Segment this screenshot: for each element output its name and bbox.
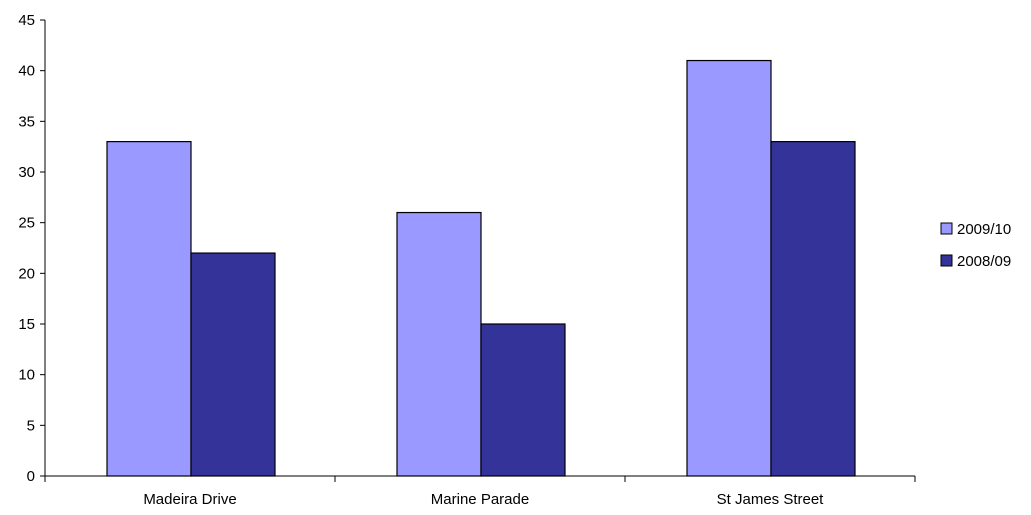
legend: 2009/10 2008/09 (940, 221, 1011, 270)
axes-layer: 0 5 10 15 20 25 30 35 40 45 Madeira Drive Marine Pa… (18, 12, 916, 508)
y-tick-label: 5 (27, 417, 35, 434)
bar-series-2-1 (480, 323, 566, 477)
y-tick-label: 20 (18, 265, 35, 282)
y-tick-label: 35 (18, 113, 35, 130)
bar-series-1-2 (686, 59, 772, 477)
y-tick-label: 25 (18, 215, 35, 232)
legend-swatch-2 (940, 254, 953, 267)
x-tick-label: Marine Parade (431, 491, 529, 508)
bar-series-2-0 (190, 252, 276, 477)
y-tick-label: 30 (18, 164, 35, 181)
bar-series-1-0 (106, 141, 192, 477)
x-tick-label: St James Street (717, 491, 825, 508)
legend-label-2: 2008/09 (957, 253, 1011, 270)
x-tick-label: Madeira Drive (143, 491, 236, 508)
y-tick-label: 10 (18, 367, 35, 384)
legend-swatch-1 (940, 222, 953, 235)
bar-series-2-2 (770, 141, 856, 477)
y-tick-label: 40 (18, 63, 35, 80)
y-tick-label: 0 (27, 468, 35, 485)
y-tick-label: 45 (18, 12, 35, 29)
bar-series-1-1 (396, 211, 482, 477)
legend-label-1: 2009/10 (957, 221, 1011, 238)
bars-layer (106, 59, 856, 477)
y-tick-label: 15 (18, 316, 35, 333)
